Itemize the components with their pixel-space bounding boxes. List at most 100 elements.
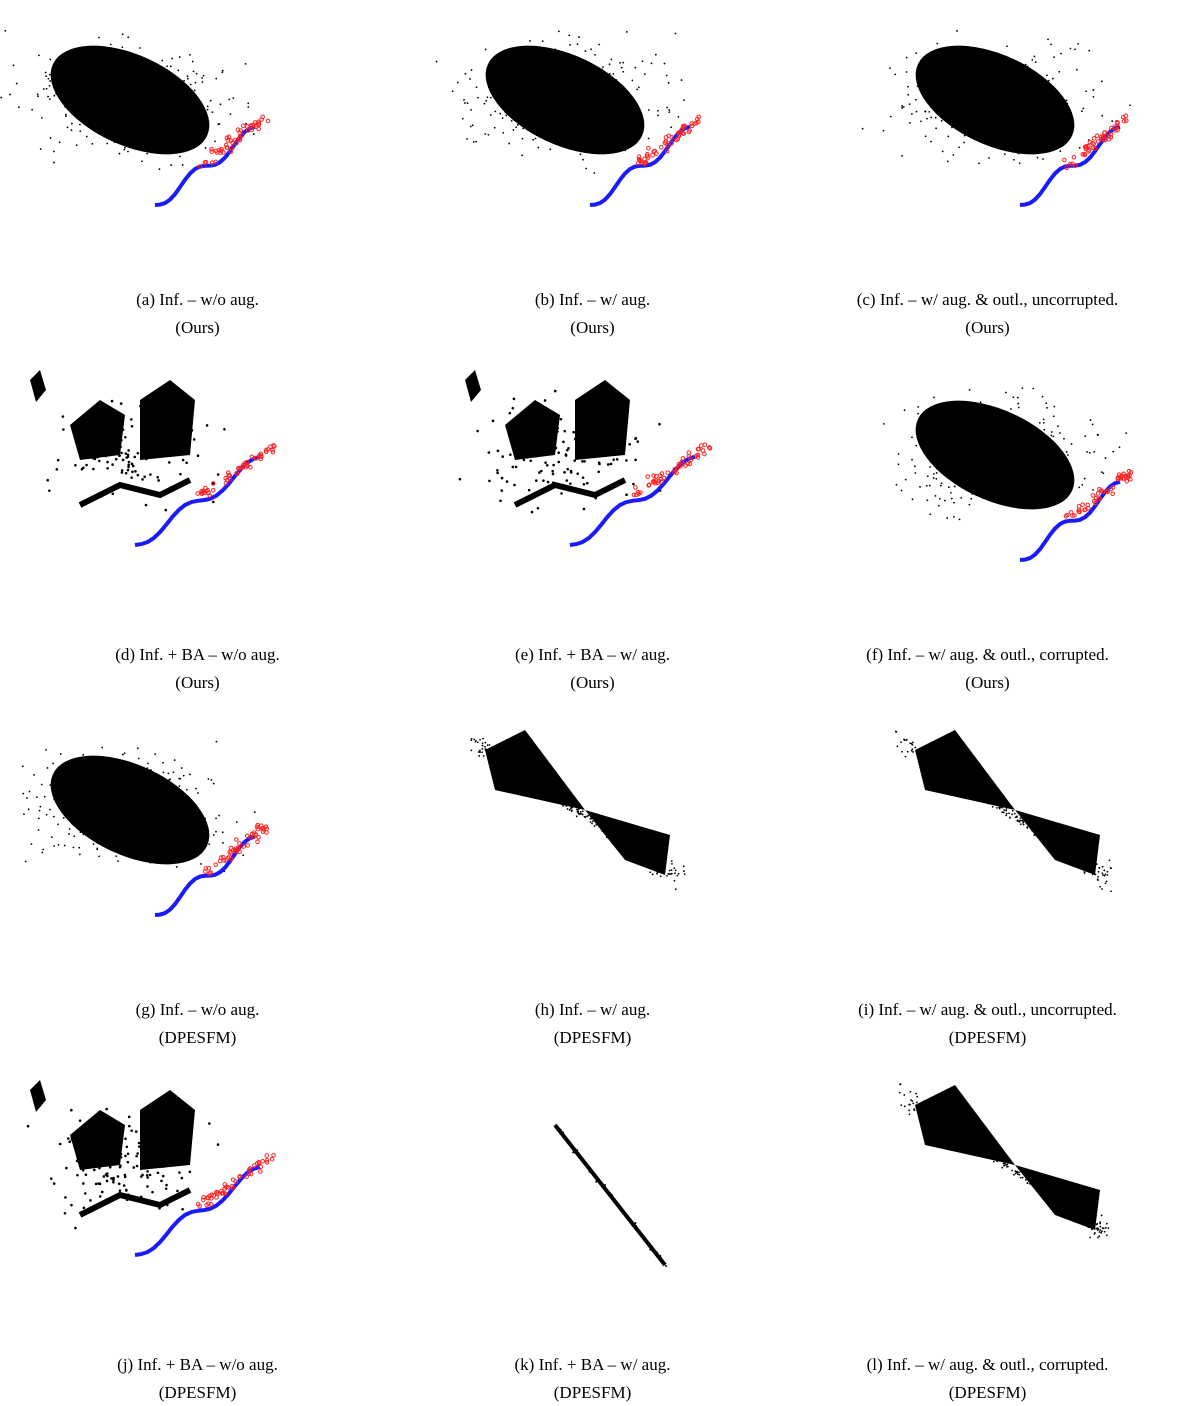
point [585,126,588,129]
point [1005,812,1008,815]
point [665,1264,668,1267]
point [499,112,502,115]
point [92,843,95,845]
point [644,853,647,855]
point [942,455,945,458]
point [75,812,78,815]
point [65,1166,68,1170]
point [1040,487,1042,490]
estimated-camera [687,461,693,467]
point [1077,857,1080,860]
point [914,98,917,101]
point [247,102,250,105]
point [1008,87,1011,90]
point [1061,843,1064,846]
point [1101,888,1103,890]
point [632,482,635,486]
point [929,761,931,764]
point [565,62,568,65]
point [988,101,991,104]
point [569,44,571,46]
point [235,821,238,824]
point [75,1159,79,1163]
point [58,1142,62,1146]
point [915,52,918,55]
point [84,1173,88,1176]
point [615,79,618,81]
point [643,864,646,867]
point [1030,1181,1033,1183]
point [136,768,138,771]
point [975,94,978,97]
point [1004,466,1007,469]
estimated-camera [256,835,261,840]
point [134,792,137,795]
estimated-camera [1092,146,1097,151]
point [78,1119,82,1122]
point [581,92,584,95]
point [676,874,679,877]
point [1104,882,1107,885]
point [643,850,646,852]
point [682,865,685,868]
point [595,67,598,70]
point [984,796,987,798]
point [998,807,1001,810]
point [91,772,94,775]
point [929,455,932,458]
point [103,116,106,118]
point [598,106,600,109]
point [109,838,112,841]
point [130,72,132,75]
point [970,497,973,500]
point [193,828,196,831]
point [543,792,546,795]
point [984,1150,987,1153]
point [127,818,130,821]
point [541,40,544,43]
point [566,808,569,810]
point [1001,440,1004,443]
point [149,772,152,774]
point [928,484,931,487]
point [620,66,623,69]
point [479,749,481,752]
point [938,1128,941,1131]
point [1057,107,1060,110]
point [578,36,580,38]
estimated-camera [1106,137,1112,142]
point [161,1174,165,1178]
point [115,80,118,83]
point [1011,494,1014,497]
point [1030,91,1033,94]
point [597,81,600,84]
point [969,116,971,119]
point [1014,1172,1017,1175]
point [926,499,929,502]
point [75,144,78,147]
point [214,140,216,143]
point [1020,78,1023,81]
point [602,116,605,119]
point [1008,812,1010,815]
point [106,103,109,106]
point [120,471,124,474]
point [1081,855,1084,858]
point [1001,806,1004,809]
point [949,1134,952,1136]
point [181,1207,184,1211]
point [127,60,129,63]
point [527,436,530,440]
point [949,62,952,65]
point [589,815,592,818]
estimated-camera [692,121,697,126]
point [70,1108,73,1112]
point [956,30,958,32]
point [983,455,986,457]
point [952,769,955,772]
point [617,840,620,842]
estimated-camera [1068,161,1073,167]
point [512,770,514,773]
point [587,89,590,91]
estimated-camera [1087,139,1093,145]
